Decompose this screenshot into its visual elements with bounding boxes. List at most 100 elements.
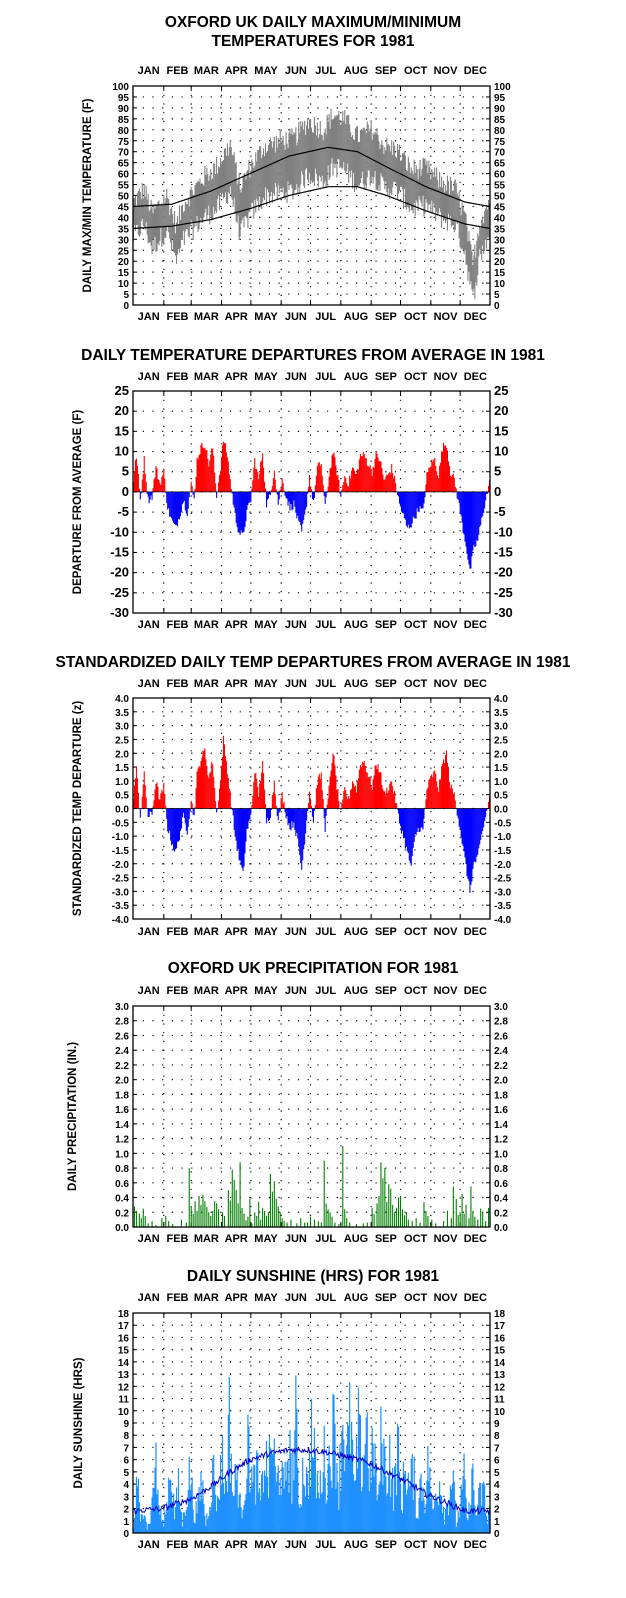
plot-border: [132, 1312, 491, 1534]
month-label-bottom: MAR: [194, 1539, 219, 1551]
y-tick-label-left: 4.0: [115, 694, 129, 705]
y-tick-label-right: 5: [494, 1468, 500, 1479]
y-tick-label-right: 1.0: [494, 777, 508, 788]
month-label-bottom: JAN: [138, 926, 160, 938]
y-tick-label-left: 10: [115, 444, 129, 459]
month-label-bottom: OCT: [404, 1539, 428, 1551]
month-label-top: MAY: [254, 678, 278, 690]
month-label-bottom: DEC: [464, 1233, 487, 1245]
month-label-top: JUN: [285, 1292, 307, 1304]
y-tick-label-right: 20: [494, 257, 506, 268]
month-label-top: DEC: [464, 65, 487, 77]
month-label-top: MAR: [194, 65, 219, 77]
y-tick-label-left: 12: [118, 1382, 130, 1393]
y-tick-label-left: -25: [110, 585, 129, 600]
month-label-bottom: AUG: [344, 926, 368, 938]
y-tick-label-right: 0.0: [494, 805, 508, 816]
y-tick-label-right: 95: [494, 93, 506, 104]
temperature-departures-chart: DAILY TEMPERATURE DEPARTURES FROM AVERAG…: [72, 347, 545, 631]
y-tick-label-left: 100: [112, 82, 129, 93]
y-axis-label: DEPARTURE FROM AVERAGE (F): [72, 410, 84, 595]
y-tick-label-right: -20: [494, 565, 513, 580]
month-label-bottom: JUL: [315, 1233, 336, 1245]
month-label-bottom: FEB: [167, 926, 189, 938]
month-label-top: MAR: [194, 985, 219, 997]
month-label-bottom: APR: [225, 1233, 248, 1245]
y-tick-label-left: 2.0: [115, 749, 129, 760]
y-tick-label-right: 25: [494, 383, 508, 398]
y-tick-label-right: 2.8: [494, 1017, 508, 1028]
month-label-bottom: FEB: [167, 311, 189, 323]
month-label-bottom: JUN: [285, 311, 307, 323]
y-tick-label-right: 70: [494, 148, 506, 159]
month-label-bottom: MAR: [194, 311, 219, 323]
month-label-top: JUL: [315, 985, 336, 997]
month-label-bottom: DEC: [464, 619, 487, 631]
month-label-bottom: MAY: [254, 1539, 278, 1551]
month-label-bottom: JUN: [285, 926, 307, 938]
y-tick-label-left: 5: [123, 1468, 129, 1479]
y-tick-label-right: -1.5: [494, 846, 512, 857]
month-label-bottom: DEC: [464, 311, 487, 323]
y-tick-label-right: 1.0: [494, 1149, 508, 1160]
y-tick-label-right: 2.4: [494, 1046, 508, 1057]
standardized-departures-chart: STANDARDIZED DAILY TEMP DEPARTURES FROM …: [55, 654, 570, 938]
y-tick-label-left: 2.0: [115, 1076, 129, 1087]
y-tick-label-right: 45: [494, 202, 506, 213]
y-tick-label-right: 0.4: [494, 1194, 508, 1205]
y-tick-label-right: 2.0: [494, 1076, 508, 1087]
y-tick-label-left: 0.2: [115, 1208, 129, 1219]
month-label-bottom: NOV: [434, 311, 459, 323]
y-tick-label-left: 2: [123, 1505, 129, 1516]
month-label-top: FEB: [167, 65, 189, 77]
month-label-top: OCT: [404, 1292, 428, 1304]
month-label-bottom: APR: [225, 1539, 248, 1551]
y-tick-label-right: 2.6: [494, 1031, 508, 1042]
chart-title: OXFORD UK DAILY MAXIMUM/MINIMUM: [165, 14, 461, 31]
y-tick-label-right: 90: [494, 104, 506, 115]
month-label-bottom: MAY: [254, 926, 278, 938]
y-tick-label-left: 1: [123, 1517, 129, 1528]
y-tick-label-left: 1.0: [115, 777, 129, 788]
y-tick-label-right: 75: [494, 137, 506, 148]
month-label-bottom: JAN: [138, 619, 160, 631]
month-label-top: JAN: [138, 985, 160, 997]
month-label-top: APR: [225, 985, 248, 997]
y-tick-label-right: 6: [494, 1456, 500, 1467]
month-label-top: APR: [225, 371, 248, 383]
y-tick-label-right: 2.2: [494, 1061, 508, 1072]
month-label-top: FEB: [167, 371, 189, 383]
y-tick-label-right: 2.0: [494, 749, 508, 760]
y-tick-label-left: 18: [118, 1309, 130, 1320]
y-tick-label-right: -0.5: [494, 818, 512, 829]
plot-border: [132, 1005, 491, 1228]
y-tick-label-left: 65: [118, 159, 130, 170]
y-tick-label-left: -15: [110, 544, 129, 559]
month-label-top: NOV: [434, 371, 459, 383]
month-label-top: MAR: [194, 678, 219, 690]
y-tick-label-right: 12: [494, 1382, 506, 1393]
month-label-top: SEP: [375, 1292, 397, 1304]
y-tick-label-right: 9: [494, 1419, 500, 1430]
month-label-bottom: FEB: [167, 1233, 189, 1245]
month-label-top: OCT: [404, 65, 428, 77]
month-label-top: FEB: [167, 678, 189, 690]
y-tick-label-left: -5: [117, 504, 129, 519]
y-tick-label-right: -3.5: [494, 901, 512, 912]
y-tick-label-right: 1: [494, 1517, 500, 1528]
y-tick-label-left: 20: [118, 257, 130, 268]
month-label-bottom: DEC: [464, 926, 487, 938]
month-label-top: JAN: [138, 1292, 160, 1304]
y-tick-label-left: 1.8: [115, 1090, 129, 1101]
chart-title: STANDARDIZED DAILY TEMP DEPARTURES FROM …: [55, 654, 570, 671]
y-tick-label-right: 3: [494, 1492, 500, 1503]
y-tick-label-right: 0.0: [494, 1223, 508, 1234]
month-label-top: DEC: [464, 371, 487, 383]
month-label-bottom: JUN: [285, 1539, 307, 1551]
y-tick-label-right: -4.0: [494, 915, 512, 926]
month-label-bottom: NOV: [434, 1233, 459, 1245]
month-label-bottom: AUG: [344, 1233, 368, 1245]
y-tick-label-left: 70: [118, 148, 130, 159]
y-tick-label-left: 8: [123, 1431, 129, 1442]
y-tick-label-left: -3.0: [112, 887, 130, 898]
